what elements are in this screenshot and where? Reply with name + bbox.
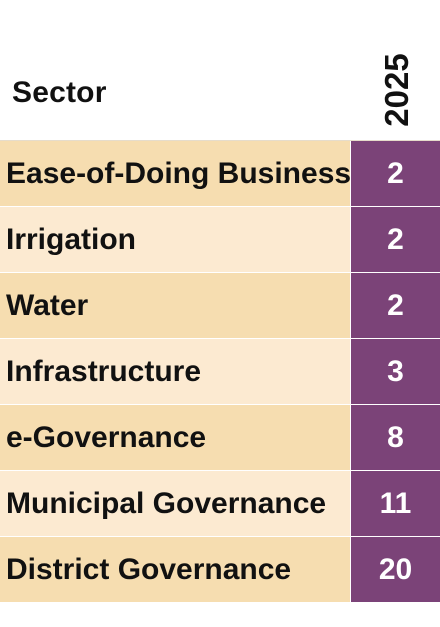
table-row: Ease-of-Doing Business 2: [0, 141, 440, 207]
table-row: Irrigation 2: [0, 207, 440, 273]
year-column-header: 2025: [354, 40, 440, 140]
sector-column-header: Sector: [12, 76, 107, 109]
value-cell: 11: [350, 471, 440, 536]
value-cell: 8: [350, 405, 440, 470]
sector-label: e-Governance: [6, 420, 207, 454]
sector-table: Ease-of-Doing Business 2 Irrigation 2 Water 2…: [0, 141, 440, 603]
table-row: e-Governance 8: [0, 405, 440, 471]
table-row: Infrastructure 3: [0, 339, 440, 405]
sector-label: District Governance: [6, 552, 292, 586]
sector-label: Municipal Governance: [6, 486, 327, 520]
table-row: District Governance 20: [0, 537, 440, 603]
value-cell: 2: [350, 207, 440, 272]
header-divider: [0, 140, 440, 141]
table-row: Water 2: [0, 273, 440, 339]
value-cell: 2: [350, 273, 440, 338]
year-column-header-label: 2025: [378, 53, 415, 127]
table-row: Municipal Governance 11: [0, 471, 440, 537]
sector-label: Ease-of-Doing Business: [6, 156, 352, 190]
sector-label: Infrastructure: [6, 354, 202, 388]
sector-label: Irrigation: [6, 222, 137, 256]
value-cell: 3: [350, 339, 440, 404]
sector-label: Water: [6, 288, 89, 322]
value-cell: 20: [350, 537, 440, 602]
value-cell: 2: [350, 141, 440, 206]
